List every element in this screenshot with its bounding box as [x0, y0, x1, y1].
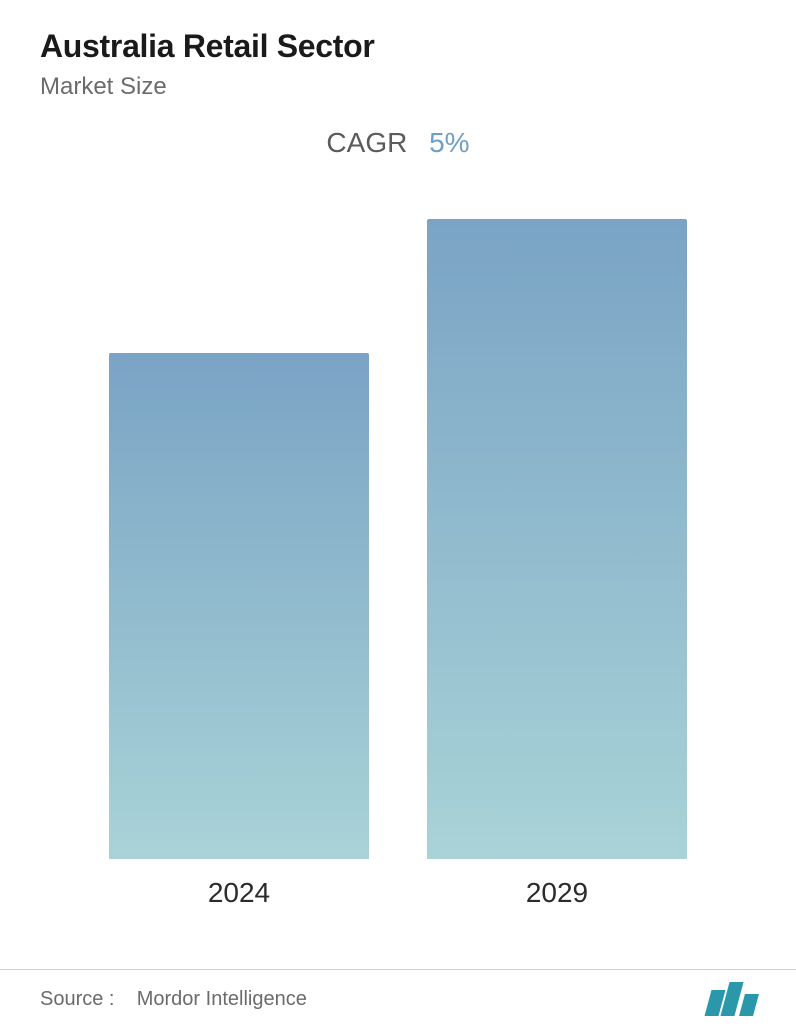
cagr-label: CAGR: [326, 127, 407, 158]
chart-container: Australia Retail Sector Market Size CAGR…: [0, 0, 796, 1034]
footer: Source : Mordor Intelligence: [0, 969, 796, 1034]
source-text: Source : Mordor Intelligence: [40, 988, 307, 1011]
cagr-value: 5%: [429, 127, 469, 158]
logo-bar-3: [739, 994, 759, 1016]
chart-area: 2024 2029: [40, 219, 756, 909]
source-name: Mordor Intelligence: [137, 988, 307, 1010]
bar-label-0: 2024: [208, 877, 270, 909]
chart-title: Australia Retail Sector: [40, 28, 756, 65]
source-label: Source :: [40, 988, 114, 1010]
bar-1: [427, 219, 687, 859]
logo-icon: [708, 982, 756, 1016]
chart-subtitle: Market Size: [40, 73, 756, 101]
bar-group-1: 2029: [427, 219, 687, 909]
bar-group-0: 2024: [109, 353, 369, 909]
bar-label-1: 2029: [526, 877, 588, 909]
bar-0: [109, 353, 369, 859]
cagr-row: CAGR 5%: [40, 127, 756, 159]
